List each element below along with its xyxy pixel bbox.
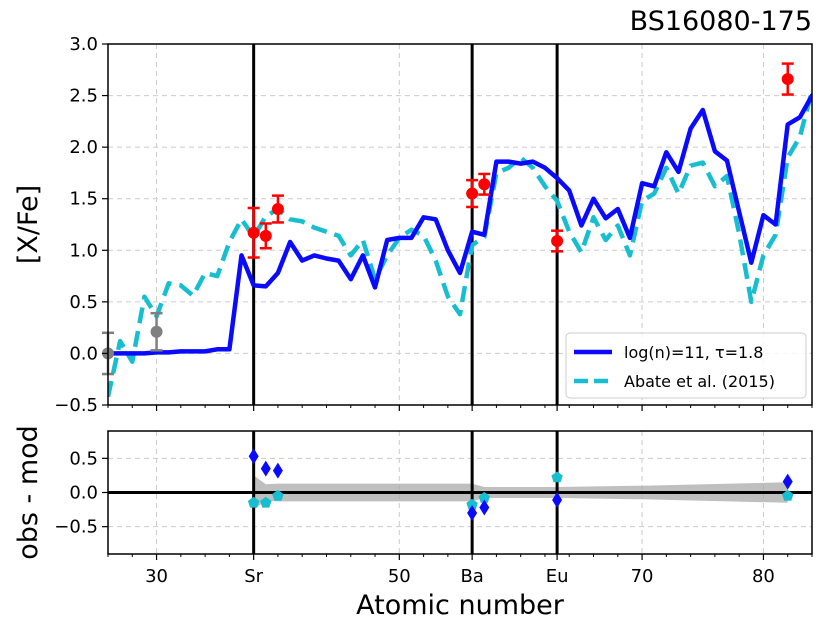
y-tick-label-2: 0.5 [69, 292, 98, 313]
x-tick-label-1: Sr [244, 566, 263, 587]
series-line-abate [108, 85, 812, 398]
residual-model-5 [552, 492, 563, 508]
x-tick-label-5: 70 [631, 566, 654, 587]
obs-marker [466, 187, 479, 200]
obs-marker [247, 226, 260, 239]
obs-gray-1 [150, 311, 163, 352]
y-tick-label-5: 2.0 [69, 137, 98, 158]
residual-abate-6 [782, 489, 794, 501]
bottom-axis-ticks: 30 Sr 50 Ba Eu 70 80 −0.5 0.0 0.5 [54, 448, 813, 587]
y-tick-label-0: −0.5 [54, 517, 98, 538]
chart-title: BS16080-175 [630, 6, 812, 37]
top-plot-frame [107, 43, 813, 406]
obs-red-1 [259, 222, 272, 250]
obs-marker [271, 203, 284, 216]
y-tick-label-7: 3.0 [69, 34, 98, 55]
bottom-residual-points [247, 448, 794, 521]
legend-box [565, 332, 807, 399]
y-tick-label-1: 0.0 [69, 343, 98, 364]
obs-red-6 [781, 62, 794, 96]
bottom-uncertainty-band [108, 475, 812, 510]
top-observations [102, 62, 794, 376]
obs-marker [781, 73, 794, 86]
obs-red-4 [478, 172, 491, 196]
y-tick-label-6: 2.5 [69, 86, 98, 107]
y-tick-label-4: 1.5 [69, 189, 98, 210]
residual-model-2 [272, 462, 283, 479]
residual-abate-3 [466, 498, 478, 510]
top-element-lines [252, 44, 559, 405]
residual-model-3 [467, 505, 478, 521]
residual-abate-4 [478, 492, 490, 503]
x-tick-label-4: Eu [546, 566, 569, 587]
x-tick-label-6: 80 [752, 566, 775, 587]
residual-abate-1 [260, 496, 272, 508]
legend: log(n)=11, τ=1.8 Abate et al. (2015) [565, 332, 807, 399]
obs-marker [150, 325, 163, 338]
obs-red-5 [551, 229, 564, 253]
obs-red-3 [466, 178, 479, 209]
y-tick-label-3: 1.0 [69, 240, 98, 261]
x-tick-label-3: Ba [460, 566, 483, 587]
residual-abate-5 [551, 471, 563, 483]
obs-marker [478, 178, 491, 191]
obs-red-2 [271, 194, 284, 224]
x-axis-label: Atomic number [356, 590, 565, 621]
residual-model-6 [782, 473, 793, 490]
bottom-y-axis-label: obs - mod [13, 425, 44, 560]
series-line-model [108, 93, 812, 356]
top-model-lines [108, 85, 812, 398]
residual-model-1 [260, 460, 271, 477]
legend-entry-model: log(n)=11, τ=1.8 [624, 343, 763, 362]
top-y-axis-label: [X/Fe] [13, 185, 44, 264]
residual-abate-2 [272, 489, 284, 501]
obs-red-0 [247, 206, 260, 259]
y-tick-label-2: 0.5 [69, 448, 98, 469]
obs-marker [259, 229, 272, 242]
legend-entry-abate: Abate et al. (2015) [624, 372, 775, 391]
residual-abate-0 [247, 496, 260, 508]
y-tick-label-1: 0.0 [69, 483, 98, 504]
y-tick-label-0: −0.5 [54, 395, 98, 416]
top-axis-ticks: −0.5 0.0 0.5 1.0 1.5 2.0 2.5 3.0 [54, 34, 813, 416]
x-tick-label-2: 50 [388, 566, 411, 587]
obs-marker [551, 235, 564, 248]
residual-model-4 [479, 499, 490, 516]
x-tick-label-0: 30 [145, 566, 168, 587]
residual-model-0 [248, 448, 259, 465]
